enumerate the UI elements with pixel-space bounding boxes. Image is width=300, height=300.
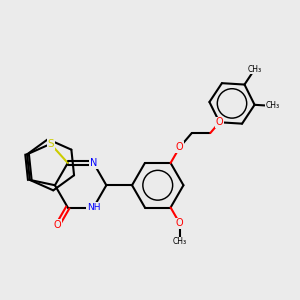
- Text: O: O: [176, 218, 184, 228]
- Text: CH₃: CH₃: [173, 237, 187, 246]
- Text: O: O: [216, 117, 223, 127]
- Text: O: O: [176, 142, 184, 152]
- Text: O: O: [54, 220, 62, 230]
- Text: S: S: [47, 139, 54, 149]
- Text: CH₃: CH₃: [248, 65, 262, 74]
- Text: CH₃: CH₃: [266, 101, 280, 110]
- Text: NH: NH: [87, 203, 100, 212]
- Text: N: N: [90, 158, 97, 168]
